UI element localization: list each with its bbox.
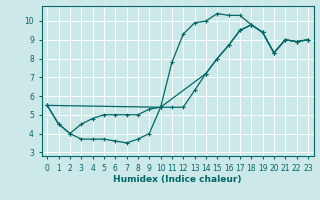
X-axis label: Humidex (Indice chaleur): Humidex (Indice chaleur): [113, 175, 242, 184]
